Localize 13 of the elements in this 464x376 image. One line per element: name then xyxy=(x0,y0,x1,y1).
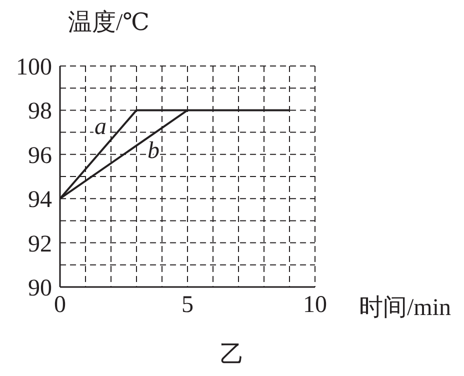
y-tick-label: 90 xyxy=(28,276,52,302)
series-label: b xyxy=(148,138,160,164)
x-tick-label: 10 xyxy=(303,292,327,318)
text: 乙 xyxy=(219,341,245,370)
y-tick-label: 92 xyxy=(28,231,52,258)
y-tick-label: 100 xyxy=(16,54,52,81)
y-tick-label: 98 xyxy=(28,98,52,125)
x-axis-title: 时间/min xyxy=(359,295,452,321)
y-tick-label: 96 xyxy=(28,142,52,169)
y-tick-label: 94 xyxy=(28,187,52,214)
y-axis-title: 温度/℃ xyxy=(68,8,150,38)
x-tick-label: 5 xyxy=(182,292,194,318)
x-tick-label: 0 xyxy=(54,292,66,318)
